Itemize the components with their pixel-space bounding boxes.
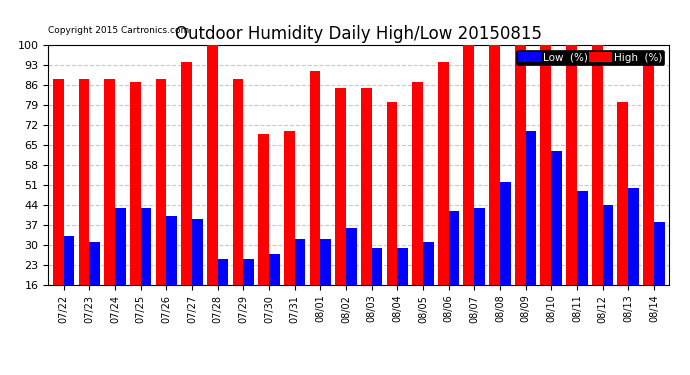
Bar bbox=[474, 208, 485, 285]
Bar bbox=[346, 228, 357, 285]
Title: Outdoor Humidity Daily High/Low 20150815: Outdoor Humidity Daily High/Low 20150815 bbox=[175, 26, 542, 44]
Bar bbox=[207, 45, 217, 285]
Bar bbox=[244, 259, 254, 285]
Bar bbox=[181, 62, 192, 285]
Bar bbox=[654, 222, 664, 285]
Bar bbox=[361, 88, 372, 285]
Bar bbox=[448, 211, 460, 285]
Bar bbox=[217, 259, 228, 285]
Bar bbox=[233, 79, 244, 285]
Bar bbox=[310, 71, 320, 285]
Legend: Low  (%), High  (%): Low (%), High (%) bbox=[515, 50, 664, 65]
Bar bbox=[130, 82, 141, 285]
Bar bbox=[540, 45, 551, 285]
Bar bbox=[155, 79, 166, 285]
Bar bbox=[115, 208, 126, 285]
Bar bbox=[295, 239, 306, 285]
Bar bbox=[320, 239, 331, 285]
Bar bbox=[577, 191, 588, 285]
Bar bbox=[438, 62, 449, 285]
Bar bbox=[372, 248, 382, 285]
Bar bbox=[551, 151, 562, 285]
Bar bbox=[566, 45, 577, 285]
Text: Copyright 2015 Cartronics.com: Copyright 2015 Cartronics.com bbox=[48, 26, 190, 35]
Bar bbox=[397, 248, 408, 285]
Bar bbox=[63, 236, 75, 285]
Bar bbox=[79, 79, 90, 285]
Bar bbox=[269, 254, 279, 285]
Bar bbox=[192, 219, 203, 285]
Bar bbox=[412, 82, 423, 285]
Bar bbox=[141, 208, 152, 285]
Bar bbox=[643, 65, 654, 285]
Bar bbox=[166, 216, 177, 285]
Bar bbox=[628, 188, 639, 285]
Bar bbox=[602, 205, 613, 285]
Bar bbox=[515, 45, 526, 285]
Bar bbox=[386, 102, 397, 285]
Bar bbox=[335, 88, 346, 285]
Bar bbox=[423, 242, 434, 285]
Bar bbox=[90, 242, 100, 285]
Bar bbox=[592, 45, 602, 285]
Bar bbox=[618, 102, 628, 285]
Bar bbox=[258, 134, 269, 285]
Bar bbox=[526, 131, 536, 285]
Bar bbox=[53, 79, 63, 285]
Bar bbox=[284, 131, 295, 285]
Bar bbox=[489, 45, 500, 285]
Bar bbox=[464, 45, 474, 285]
Bar bbox=[500, 182, 511, 285]
Bar bbox=[104, 79, 115, 285]
